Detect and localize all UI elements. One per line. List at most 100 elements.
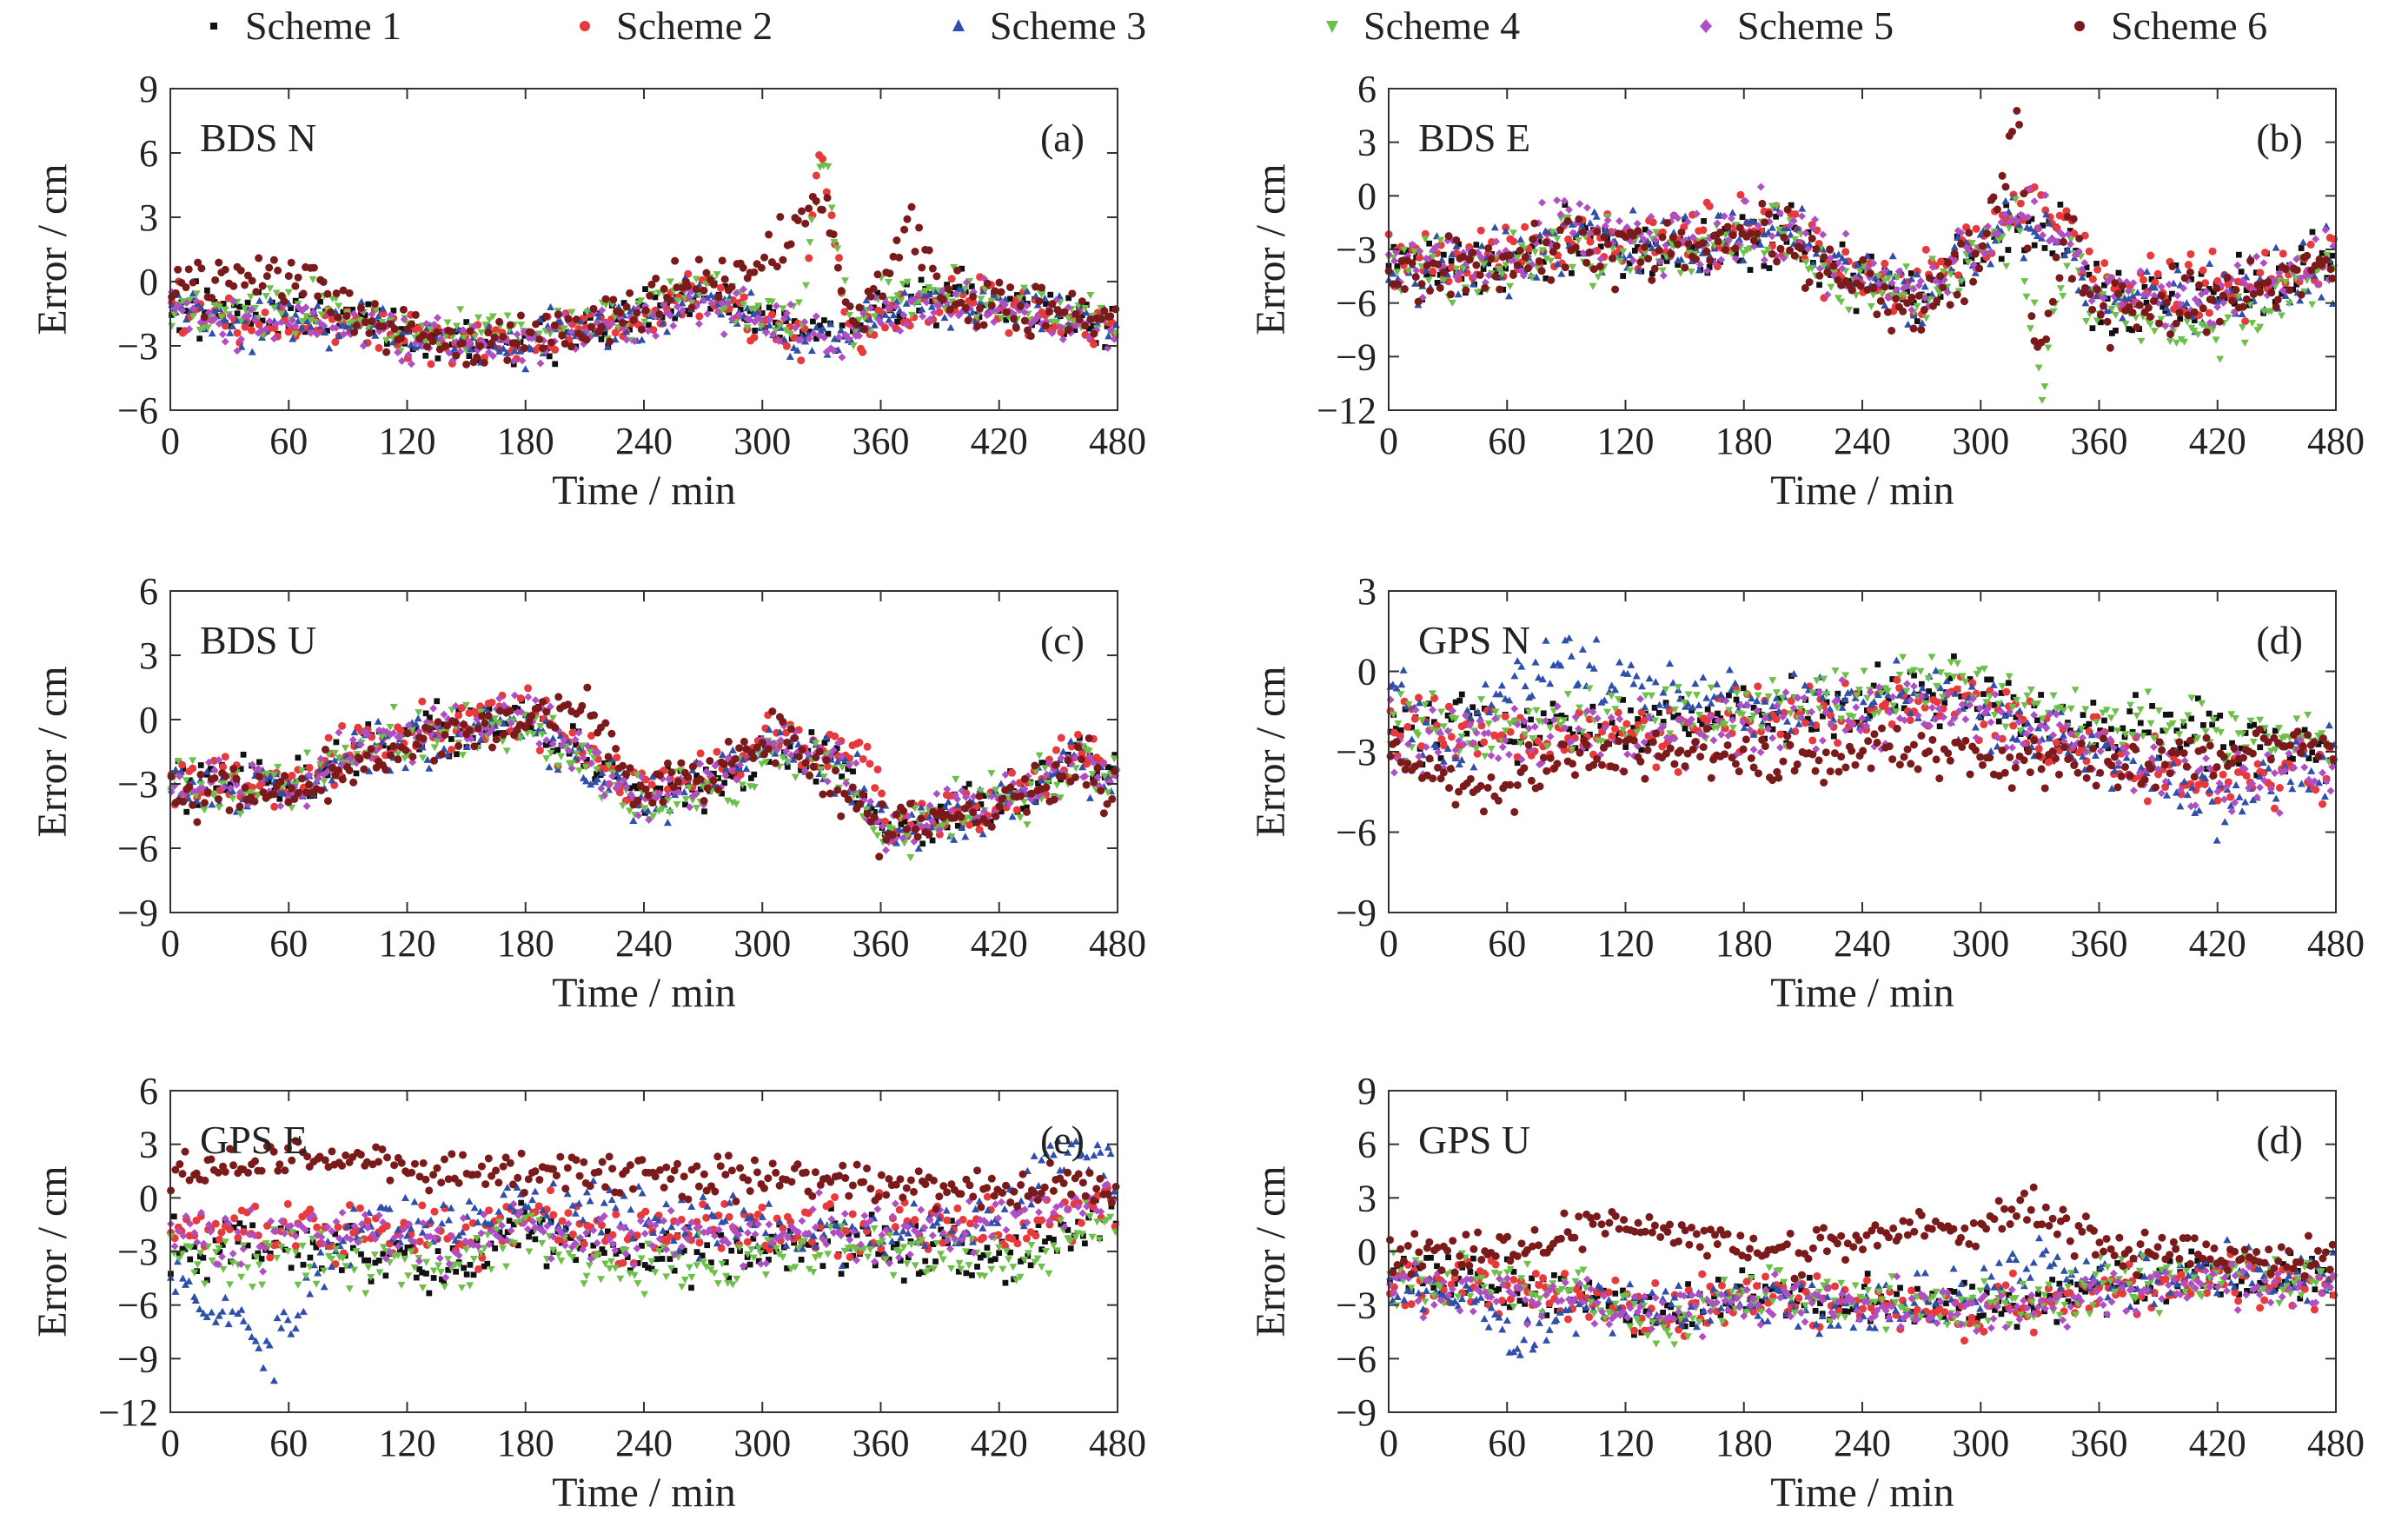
data-point [1585,248,1594,256]
data-point [1481,283,1489,292]
data-point [669,322,678,330]
legend-label: Scheme 1 [245,3,402,48]
data-point [772,302,780,310]
data-point [499,344,508,352]
data-point [2089,325,2096,332]
data-point [1067,742,1076,751]
data-point [1056,794,1065,802]
data-point [408,727,416,734]
data-point [336,322,342,329]
data-point [895,307,904,315]
data-point [727,282,736,291]
data-point [658,806,667,813]
data-point [222,787,229,793]
data-point [1615,249,1622,256]
data-point [381,766,390,774]
data-point [425,764,434,772]
data-point [1773,213,1779,220]
data-point [1008,813,1017,820]
data-point [1411,273,1420,282]
data-point [2030,228,2039,236]
data-point [1984,222,1993,231]
data-point [819,155,827,163]
data-point [2184,311,2193,320]
data-point [1538,198,1547,207]
data-point [203,787,212,796]
data-point [1863,285,1872,294]
data-point [288,804,296,812]
data-point [875,853,884,861]
data-point [394,755,402,764]
data-point [2093,265,2102,274]
data-point [192,792,201,800]
data-point [1454,290,1463,298]
data-point [536,359,545,368]
data-point [503,312,512,320]
data-point [735,744,744,753]
data-point [819,790,827,799]
data-point [2049,250,2056,256]
data-point [400,315,408,324]
data-point [426,326,435,334]
data-point [1023,821,1032,829]
data-point [440,327,448,335]
data-point [845,766,852,773]
data-point [182,298,191,307]
data-point [425,725,434,733]
data-point [1439,277,1448,285]
data-point [396,334,405,342]
data-point [957,813,965,821]
data-point [840,308,849,316]
data-point [551,345,560,354]
data-point [1594,274,1602,282]
data-point [860,315,869,322]
data-point [1542,275,1549,282]
data-point [357,297,366,305]
data-point [2126,326,2133,332]
data-point [586,748,594,756]
x-tick-label: 180 [1715,420,1773,462]
data-point [1066,737,1075,745]
data-point [2327,261,2334,267]
data-point [499,332,508,341]
data-point [2002,262,2011,270]
data-point [833,786,842,794]
data-point [2168,262,2177,271]
data-point [1805,240,1814,248]
data-point [1998,256,2005,262]
data-point [328,776,336,784]
data-point [2312,235,2320,243]
data-point [1820,253,1828,262]
data-point [2256,323,2265,331]
data-point [1636,258,1645,267]
data-point [930,309,939,317]
data-point [418,697,427,706]
data-point [510,347,519,355]
data-point [1016,792,1025,800]
x-tick-label: 240 [1834,420,1891,462]
data-point [539,344,547,353]
data-point [189,764,197,773]
data-point [1528,716,1534,723]
data-point [1834,250,1843,258]
data-point [377,733,386,741]
data-point [2124,287,2133,295]
data-point [2087,296,2096,305]
data-point [822,756,831,765]
data-point [185,296,194,304]
data-point [262,293,270,301]
data-point [1658,233,1667,242]
data-point [997,780,1005,787]
series-6 [1384,106,2337,352]
data-point [819,334,828,342]
data-point [713,271,721,279]
data-point [899,311,908,320]
data-point [2264,278,2272,287]
data-point [524,684,533,693]
data-point [862,295,871,304]
data-point [411,310,420,319]
data-point [889,252,898,261]
data-point [1619,248,1628,256]
data-point [1740,249,1748,257]
data-point [341,744,349,753]
